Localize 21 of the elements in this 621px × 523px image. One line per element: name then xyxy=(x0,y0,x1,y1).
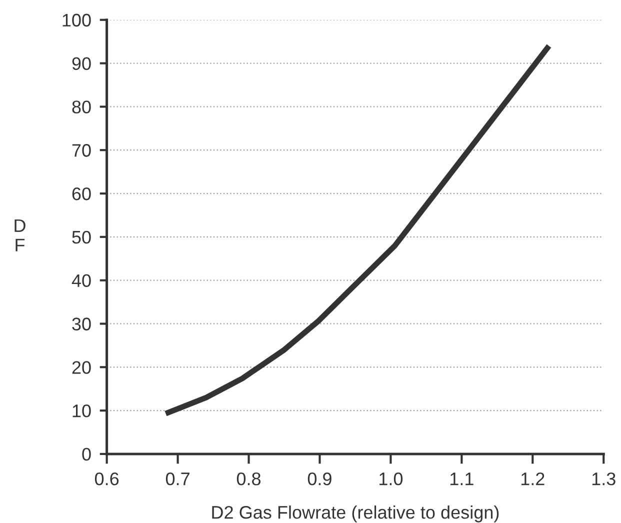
x-tick-label: 0.6 xyxy=(94,472,119,486)
y-axis-title: D F xyxy=(14,219,26,252)
y-tick-label: 30 xyxy=(72,318,91,330)
y-tick-label: 20 xyxy=(72,361,91,374)
x-tick-label: 0.8 xyxy=(236,472,261,486)
x-tick-label: 0.9 xyxy=(308,472,332,486)
y-tick-label: 40 xyxy=(72,274,91,288)
x-tick-label: 1.2 xyxy=(521,472,544,486)
y-tick-label: 80 xyxy=(72,100,91,114)
x-tick-label: 1.0 xyxy=(380,472,403,486)
x-tick-label: 0.7 xyxy=(166,472,190,486)
y-tick-label: 100 xyxy=(62,14,91,27)
y-tick-label: 60 xyxy=(72,187,91,200)
x-tick-label: 1.1 xyxy=(450,472,474,486)
x-axis-title: D2 Gas Flowrate (relative to design) xyxy=(212,506,499,522)
x-tick-label: 1.3 xyxy=(592,472,616,486)
y-tick-label: 0 xyxy=(82,448,91,461)
y-tick-label: 90 xyxy=(72,57,91,70)
y-tick-label: 50 xyxy=(72,230,91,244)
y-tick-label: 10 xyxy=(72,404,91,418)
y-tick-label: 70 xyxy=(72,144,91,157)
